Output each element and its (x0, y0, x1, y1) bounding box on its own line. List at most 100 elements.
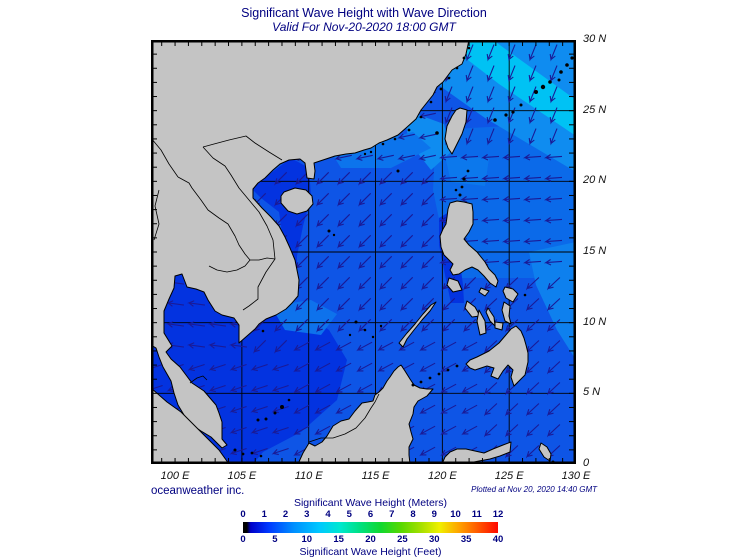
wave-arrow (337, 213, 351, 228)
wave-arrow (421, 255, 435, 270)
island-dot (559, 70, 563, 74)
wave-arrow (528, 65, 537, 83)
wave-arrow (522, 196, 542, 203)
wave-arrow (421, 276, 435, 291)
wave-arrow (208, 342, 226, 349)
wave-arrow (522, 217, 542, 224)
land-leyte (501, 301, 512, 325)
island-dot (462, 56, 466, 60)
wave-arrow (293, 425, 310, 436)
legend-tick-5: 5 (346, 509, 352, 520)
wave-arrow (358, 213, 372, 228)
island-dot (259, 454, 263, 458)
wave-arrow (379, 297, 393, 312)
lat-label-20n: 20 N (583, 174, 607, 187)
credit-oceanweather: oceanweather inc. (151, 485, 245, 497)
island-dot (363, 152, 367, 156)
wave-arrow (543, 217, 563, 224)
wave-arrow (166, 300, 184, 307)
wave-arrow (522, 238, 542, 245)
island-dot (466, 169, 470, 173)
wave-arrow (465, 65, 474, 83)
wave-arrow (480, 238, 500, 245)
island-dot (504, 113, 508, 117)
wave-arrow (438, 175, 458, 182)
wave-arrow (438, 196, 458, 203)
island-dot (519, 103, 523, 107)
lon-label-110e: 110 E (294, 470, 323, 482)
wave-arrow (525, 445, 540, 459)
wave-arrow (187, 363, 205, 372)
island-dot (379, 324, 383, 328)
wave-arrow (522, 154, 542, 161)
wave-arrow (335, 341, 352, 352)
wave-arrow (271, 384, 289, 393)
wave-arrow (486, 65, 495, 83)
wave-arrow (314, 404, 331, 415)
wave-arrow (528, 44, 537, 62)
wave-arrow (461, 341, 478, 352)
map (151, 40, 576, 464)
wave-arrow (465, 44, 474, 62)
wave-arrow (356, 383, 373, 394)
wave-arrow (208, 363, 226, 372)
lat-label-15n: 15 N (583, 244, 607, 257)
island-dot (493, 118, 497, 122)
island-dot (354, 320, 358, 324)
wave-arrow (486, 128, 495, 146)
land-masbate (478, 287, 490, 297)
wave-arrow (549, 86, 558, 104)
wave-arrow (398, 341, 415, 352)
wave-arrow (337, 234, 351, 249)
wave-arrow (250, 405, 268, 414)
land-mindanao (465, 325, 529, 387)
wave-arrow (543, 175, 563, 182)
legend-tick-7: 7 (389, 509, 395, 520)
wave-arrow (525, 403, 540, 417)
wave-arrow (293, 383, 310, 394)
land-negros (476, 309, 487, 336)
land-cebu (485, 307, 496, 327)
land-sumatra (151, 387, 230, 464)
wave-arrow (379, 171, 393, 186)
wave-arrow (358, 276, 372, 291)
wave-arrow (295, 213, 309, 228)
land-layer (151, 40, 552, 464)
wave-arrow (501, 259, 521, 266)
legend-title-feet: Significant Wave Height (Feet) (299, 546, 442, 558)
wave-arrow (337, 192, 351, 207)
wave-arrow (549, 65, 558, 83)
lon-label-125e: 125 E (494, 470, 524, 482)
wave-arrow (314, 383, 331, 394)
wave-arrow (501, 175, 521, 182)
wave-arrow (440, 425, 457, 436)
lon-label-100e: 100 E (160, 470, 190, 482)
legend-tick-30: 30 (428, 534, 440, 545)
wave-arrow (525, 424, 540, 438)
wave-arrow (271, 363, 289, 372)
wave-arrow (334, 154, 352, 161)
wave-arrow (546, 277, 561, 291)
wave-arrow (421, 234, 435, 249)
island-dot (428, 376, 432, 380)
wave-arrow (379, 213, 393, 228)
wave-arrow (528, 107, 537, 125)
wave-arrow (546, 319, 561, 333)
wave-arrow (528, 128, 537, 146)
plotted-at-timestamp: Plotted at Nov 20, 2020 14:40 GMT (471, 485, 597, 494)
wave-arrow (295, 234, 309, 249)
wave-arrow (337, 255, 351, 270)
wave-arrow (486, 86, 495, 104)
wave-arrow (546, 382, 561, 396)
legend-tick-4: 4 (325, 509, 331, 520)
wave-arrow (444, 107, 453, 125)
wave-arrow (459, 154, 479, 161)
lon-label-115e: 115 E (361, 470, 390, 482)
lat-label-0: 0 (583, 456, 590, 469)
island-dot (462, 177, 466, 181)
land-mindoro (446, 277, 463, 293)
wave-arrow (525, 382, 540, 396)
wave-arrow (295, 171, 309, 186)
wave-arrow (442, 297, 456, 312)
wave-arrow (528, 86, 537, 104)
